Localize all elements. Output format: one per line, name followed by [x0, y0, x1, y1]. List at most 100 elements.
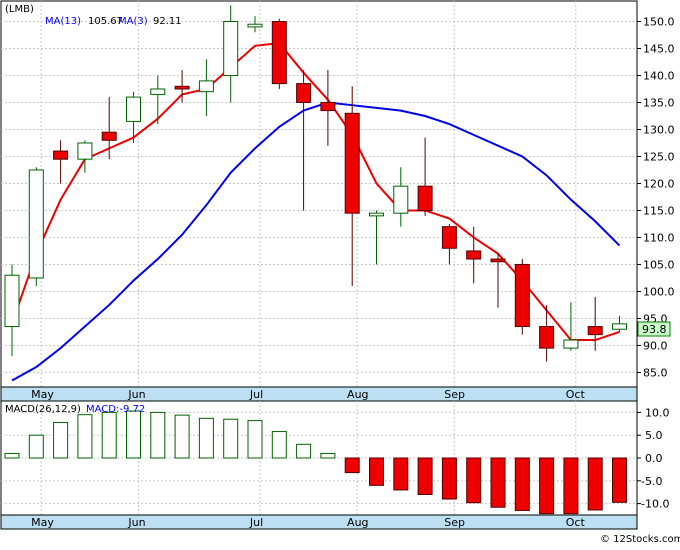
- macd-y-tick-labels: 10.0 5.0 0.0 -5.0 -10.0: [641, 406, 670, 510]
- candle-body: [101, 131, 117, 141]
- macd-y-tick-label: 10.0: [645, 406, 670, 419]
- price-month-labels: May Jun Jul Aug Sep Oct: [31, 388, 585, 401]
- candle-body: [490, 258, 506, 263]
- price-y-tick-label: 140.0: [643, 70, 675, 83]
- macd-bar: [150, 411, 166, 459]
- macd-bar: [101, 411, 117, 459]
- price-y-tick-label: 125.0: [643, 150, 675, 163]
- candle: [612, 315, 627, 332]
- candle-body: [174, 85, 190, 90]
- candle-body: [369, 212, 384, 217]
- macd-bar: [514, 457, 530, 511]
- candle-body: [150, 88, 166, 95]
- macd-legend-label: MACD(26,12,9): [5, 404, 81, 415]
- month-label: Sep: [444, 388, 465, 401]
- last-price-tag-box: [637, 321, 671, 337]
- candle: [247, 16, 263, 33]
- candle: [344, 86, 360, 287]
- price-y-tick-label: 100.0: [643, 285, 675, 298]
- macd-bar: [77, 414, 93, 459]
- ma13-legend-label: MA(13): [45, 16, 81, 27]
- macd-month-labels: May Jun Jul Aug Sep Oct: [31, 516, 585, 529]
- macd-y-tick-label: -10.0: [641, 498, 669, 511]
- symbol-label: (LMB): [5, 4, 34, 15]
- macd-bar: [563, 457, 579, 515]
- macd-legend-value: MACD:-9.72: [86, 404, 145, 415]
- macd-bar: [28, 434, 44, 459]
- price-y-tick-label: 130.0: [643, 123, 675, 136]
- candle: [490, 253, 506, 308]
- month-label: Jun: [127, 388, 145, 401]
- month-label: Aug: [347, 388, 368, 401]
- candle-body: [320, 101, 336, 112]
- macd-bar: [417, 457, 433, 495]
- candle: [28, 167, 44, 287]
- candle: [296, 70, 312, 211]
- candle: [369, 210, 384, 265]
- candle: [417, 137, 433, 216]
- candle: [466, 226, 482, 284]
- macd-bar: [296, 443, 312, 459]
- candle-body: [612, 323, 627, 330]
- candle: [150, 75, 166, 125]
- macd-y-tick-label: -5.0: [641, 475, 662, 488]
- macd-month-strip: [0, 514, 638, 530]
- macd-bar: [174, 414, 190, 459]
- ma13-line: [11, 101, 621, 382]
- macd-bar: [320, 452, 336, 459]
- price-y-tick-label: 110.0: [643, 231, 675, 244]
- candle-body: [393, 185, 409, 214]
- month-label: Oct: [566, 388, 586, 401]
- price-y-tick-label: 150.0: [643, 16, 675, 29]
- price-month-strip: [0, 386, 638, 402]
- candle-body: [53, 150, 69, 160]
- month-label: Jul: [249, 388, 263, 401]
- macd-y-tick-label: 5.0: [645, 429, 663, 442]
- price-y-tick-label: 85.0: [643, 366, 668, 379]
- candle-body: [417, 185, 433, 211]
- price-y-tick-label: 120.0: [643, 177, 675, 190]
- macd-bar: [247, 420, 263, 459]
- month-label: Oct: [566, 516, 586, 529]
- candle-body: [563, 339, 579, 349]
- macd-y-tick-label: 0.0: [645, 452, 663, 465]
- macd-bar: [490, 457, 506, 508]
- candle-body: [77, 142, 93, 160]
- price-y-tick-label: 135.0: [643, 96, 675, 109]
- price-y-tick-label: 115.0: [643, 204, 675, 217]
- candle-body: [126, 96, 141, 122]
- ma13-series-line: [11, 101, 621, 382]
- candle-body: [4, 274, 20, 328]
- candle: [126, 91, 141, 143]
- candle-body: [539, 326, 555, 349]
- footer-credit: © 12Stocks.com: [600, 534, 680, 545]
- macd-bar: [198, 417, 214, 459]
- candle: [441, 223, 457, 265]
- macd-bar: [4, 452, 20, 459]
- macd-bar: [344, 457, 360, 474]
- month-label: Aug: [347, 516, 368, 529]
- ma3-legend-value: 92.11: [153, 16, 182, 27]
- candle-body: [247, 23, 263, 28]
- candle: [587, 296, 603, 351]
- macd-bar: [612, 457, 627, 503]
- price-y-tick-label: 90.0: [643, 339, 668, 352]
- candle: [514, 259, 530, 335]
- macd-bar: [126, 410, 141, 459]
- candle-body: [514, 263, 530, 328]
- price-y-tick-label: 145.0: [643, 43, 675, 56]
- candle: [393, 167, 409, 227]
- macd-bar: [441, 457, 457, 500]
- candle-body: [587, 326, 603, 336]
- ma13-legend-value: 105.67: [88, 16, 123, 27]
- candle: [174, 70, 190, 103]
- candle-body: [271, 21, 287, 85]
- candlesticks: [4, 5, 627, 362]
- candle: [53, 140, 69, 184]
- candle-body: [466, 250, 482, 260]
- month-label: Sep: [444, 516, 465, 529]
- candle-body: [296, 83, 312, 103]
- macd-bar: [53, 421, 69, 459]
- month-label: Jun: [127, 516, 145, 529]
